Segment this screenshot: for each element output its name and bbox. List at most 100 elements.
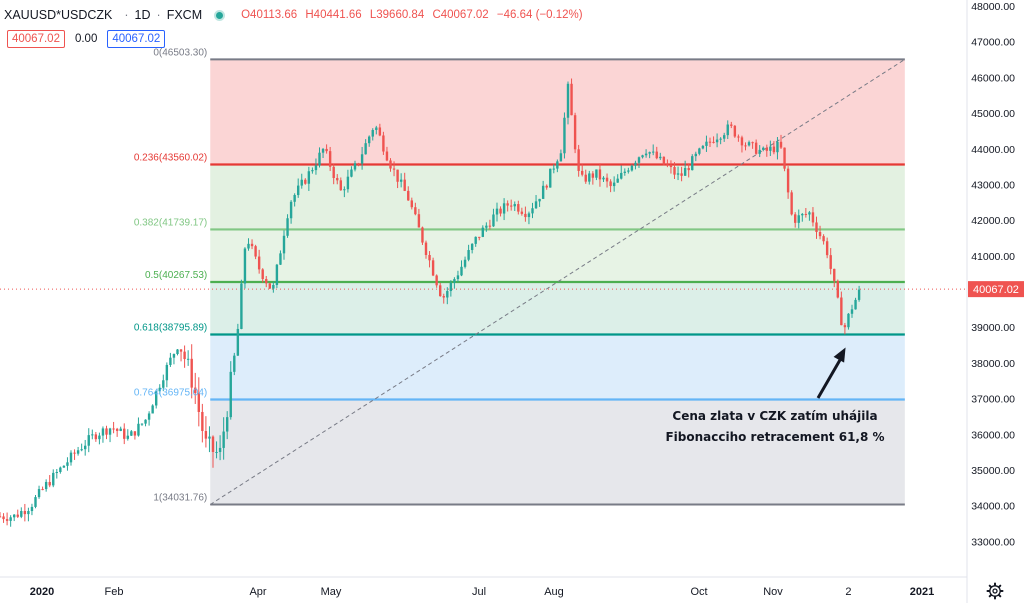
candle-body (481, 227, 484, 237)
candle-body (311, 170, 314, 172)
candle-body (218, 447, 222, 452)
candle-body (698, 148, 701, 154)
candle-body (758, 149, 761, 154)
candle-body (825, 241, 829, 256)
candle-body (250, 243, 254, 247)
candles (0, 78, 861, 527)
candle-body (55, 471, 58, 473)
candle-body (573, 115, 577, 150)
candle-body (545, 185, 548, 188)
time-tick-label: Apr (249, 586, 266, 598)
candle-body (321, 148, 325, 153)
candle-body (265, 279, 268, 284)
candle-body (563, 117, 566, 154)
candle-body (339, 180, 342, 191)
candle-body (705, 141, 708, 146)
candle-body (737, 136, 740, 138)
candle-body (236, 328, 240, 356)
candle-body (286, 218, 289, 236)
candle-body (105, 428, 108, 435)
candle-body (126, 435, 129, 439)
annotation-line-2: Fibonacciho retracement 61,8 % (665, 430, 884, 444)
change-value: −46.64 (−0.12%) (496, 9, 583, 21)
fib-level-label: 0.764(36975.04) (134, 387, 207, 398)
sell-button[interactable]: 40067.02 (7, 30, 65, 48)
candle-body (765, 147, 768, 151)
price-tick-label: 46000.00 (971, 72, 1015, 84)
fib-level-label: 1(34031.76) (153, 493, 207, 504)
candle-body (584, 174, 587, 182)
candle-body (726, 124, 729, 136)
candle-body (350, 169, 353, 177)
candle-body (353, 163, 357, 170)
candle-body (307, 171, 311, 184)
candle-body (552, 168, 555, 170)
settings-gear-icon[interactable] (986, 582, 1004, 600)
candle-body (27, 511, 30, 515)
candle-body (328, 151, 332, 167)
candle-body (304, 179, 307, 184)
candle-body (730, 124, 733, 126)
candle-body (368, 136, 371, 144)
candle-body (357, 163, 360, 165)
candle-body (549, 168, 552, 188)
candle-body (229, 371, 232, 418)
candle-body (151, 405, 154, 414)
candle-body (804, 213, 808, 215)
candle-body (627, 170, 630, 172)
candle-body (197, 392, 200, 412)
candle-body (332, 166, 335, 179)
candle-body (801, 213, 804, 216)
candle-body (694, 153, 697, 157)
candle-body (687, 168, 690, 171)
candle-body (421, 227, 424, 243)
candle-body (5, 519, 9, 521)
candle-body (850, 309, 854, 314)
candle-body (44, 481, 48, 490)
candle-body (172, 354, 176, 358)
price-tick-label: 33000.00 (971, 536, 1015, 548)
candle-body (254, 246, 257, 257)
candle-body (676, 173, 680, 175)
candle-body (815, 222, 818, 232)
price-tick-label: 37000.00 (971, 394, 1015, 406)
candle-body (424, 242, 428, 256)
annotation-line-1: Cena zlata v CZK zatím uhájila (672, 409, 877, 423)
interval[interactable]: 1D (134, 8, 151, 22)
candle-body (808, 212, 811, 215)
candle-body (506, 203, 509, 206)
candle-body (541, 185, 545, 199)
candle-body (854, 299, 857, 310)
candle-body (719, 138, 722, 140)
candle-body (343, 189, 346, 191)
symbol-name[interactable]: XAUUSD*USDCZK (4, 8, 113, 22)
candle-body (605, 177, 609, 182)
candle-body (243, 248, 247, 284)
candle-body (655, 151, 658, 159)
candle-body (502, 203, 506, 214)
fibonacci-labels: 0(46503.30) 0.236(43560.02) 0.382(41739.17… (134, 47, 207, 503)
candle-body (162, 380, 165, 388)
candle-body (165, 364, 169, 381)
candle-body (115, 428, 119, 431)
candle-body (772, 146, 776, 153)
candle-body (744, 145, 747, 147)
candle-body (463, 259, 467, 267)
fib-zone (210, 229, 905, 282)
candle-body (123, 428, 126, 439)
candle-body (843, 325, 847, 328)
candle-body (723, 135, 726, 139)
candle-body (776, 141, 779, 153)
candle-body (297, 185, 300, 196)
candle-body (644, 153, 648, 156)
candle-body (538, 198, 541, 202)
price-axis-bg (967, 0, 1024, 603)
candle-body (769, 146, 772, 151)
time-axis: 2020 Feb Apr May Jul Aug Oct Nov 2 2021 (30, 586, 934, 598)
candle-body (0, 516, 2, 518)
candle-body (226, 417, 229, 432)
candle-body (300, 179, 303, 186)
buy-button[interactable]: 40067.02 (107, 30, 166, 48)
candle-body (818, 231, 822, 237)
